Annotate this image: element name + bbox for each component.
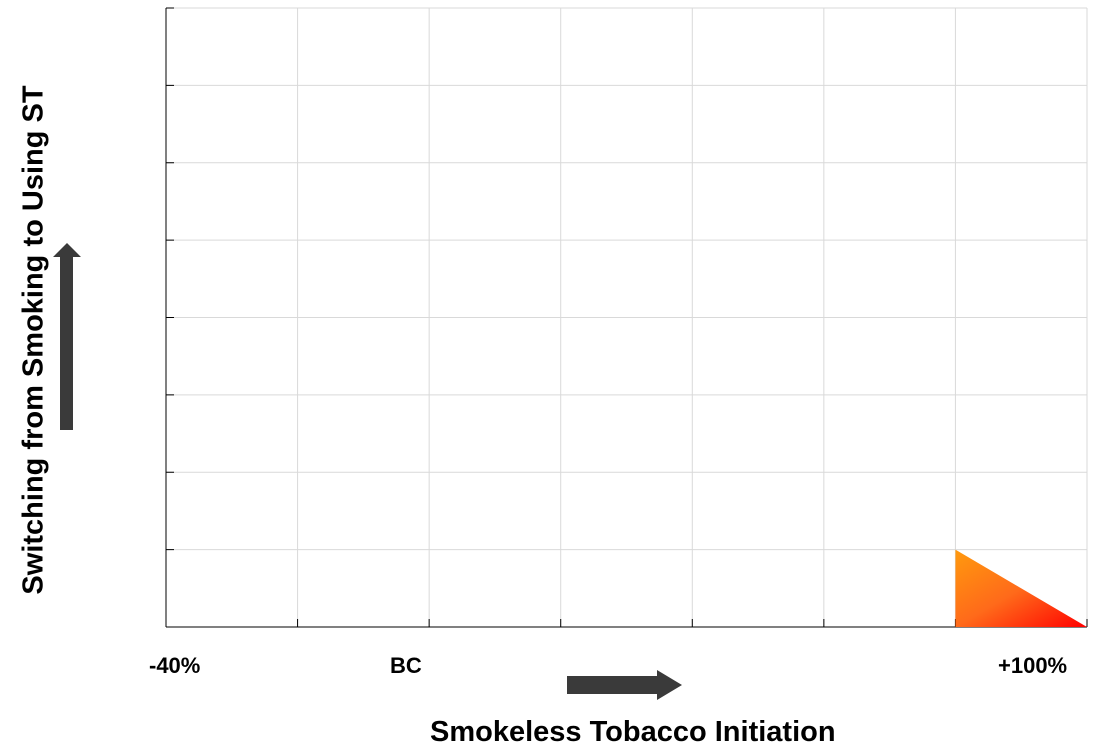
y-axis-arrow-up-icon xyxy=(53,243,81,430)
x-tick-label-max: +100% xyxy=(998,653,1068,678)
axes xyxy=(165,7,1088,628)
arrows xyxy=(53,243,682,700)
x-tick-label-min: -40% xyxy=(149,653,201,678)
x-axis-arrow-right-icon xyxy=(567,670,682,700)
result-triangle xyxy=(955,549,1087,627)
result-region xyxy=(955,549,1087,627)
grid xyxy=(166,7,1088,627)
x-tick-label-baseline: BC xyxy=(390,653,422,678)
y-axis-title: Switching from Smoking to Using ST xyxy=(17,85,50,595)
x-axis-title: Smokeless Tobacco Initiation xyxy=(430,716,836,748)
